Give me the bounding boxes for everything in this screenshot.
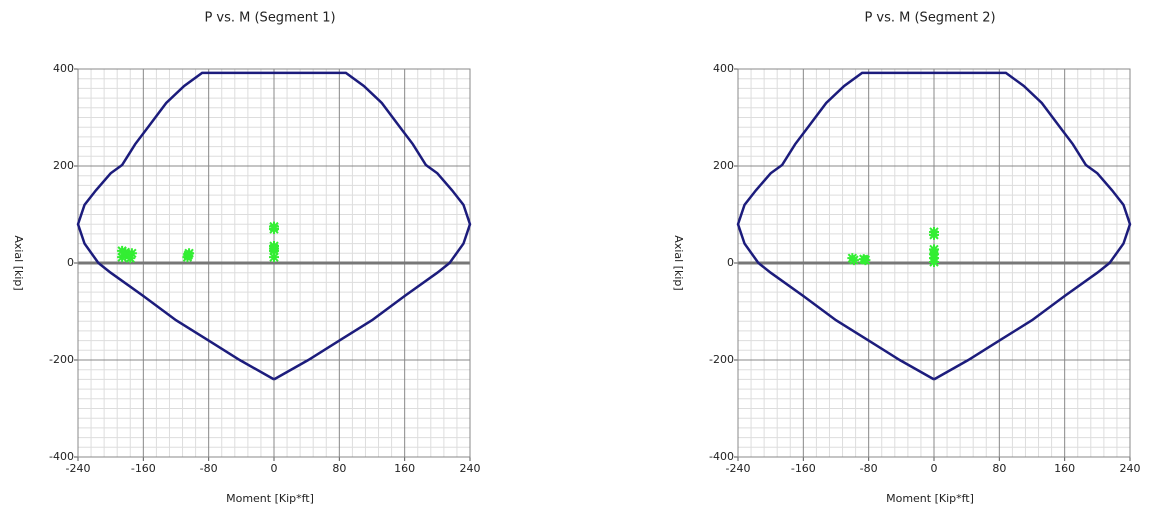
x-tick-label: 0 — [931, 462, 938, 475]
y-tick-label: -200 — [49, 353, 74, 366]
y-tick-label: -400 — [49, 450, 74, 463]
y-tick-label: 0 — [67, 256, 74, 269]
y-tick-label: 200 — [53, 159, 74, 172]
y-axis-label: Axial [kip] — [672, 235, 685, 290]
load-point — [929, 244, 939, 255]
load-point — [269, 221, 279, 232]
load-point — [183, 250, 194, 261]
y-tick-label: 400 — [53, 62, 74, 75]
load-point — [117, 245, 128, 256]
load-point — [860, 255, 871, 266]
interaction-curve — [736, 71, 1132, 381]
interaction-curve — [76, 71, 472, 381]
load-point — [269, 243, 279, 254]
load-point — [125, 253, 136, 264]
chart-title: P vs. M (Segment 2) — [864, 11, 995, 26]
x-tick-label: 80 — [992, 462, 1006, 475]
load-point — [117, 252, 128, 263]
load-point — [269, 252, 279, 263]
load-point — [929, 226, 939, 237]
plot-frame — [737, 68, 1131, 458]
x-tick-label: -80 — [200, 462, 218, 475]
load-point — [848, 255, 859, 266]
load-point — [126, 248, 137, 259]
x-tick-label: 160 — [394, 462, 415, 475]
x-tick-label: 0 — [271, 462, 278, 475]
y-tick-label: -200 — [709, 353, 734, 366]
y-axis-label: Axial [kip] — [12, 235, 25, 290]
x-axis-label: Moment [Kip*ft] — [226, 492, 314, 505]
x-tick-label: 160 — [1054, 462, 1075, 475]
y-tick-label: -400 — [709, 450, 734, 463]
x-tick-label: 240 — [1120, 462, 1141, 475]
chart: -240 -160 -80 0 80 160 240 -400 -200 0 200 400 P vs.… — [12, 11, 481, 506]
chart-title: P vs. M (Segment 1) — [204, 11, 335, 26]
y-tick-label: 200 — [713, 159, 734, 172]
x-tick-label: -160 — [791, 462, 816, 475]
y-tick-label: 400 — [713, 62, 734, 75]
x-tick-label: 80 — [332, 462, 346, 475]
y-tick-label: 0 — [727, 256, 734, 269]
x-axis-label: Moment [Kip*ft] — [886, 492, 974, 505]
plot-frame — [77, 68, 471, 458]
x-tick-label: 240 — [460, 462, 481, 475]
x-tick-label: -80 — [860, 462, 878, 475]
x-tick-label: -240 — [66, 462, 91, 475]
x-tick-label: -240 — [726, 462, 751, 475]
chart: -240 -160 -80 0 80 160 240 -400 -200 0 200 400 P vs.… — [672, 11, 1141, 506]
x-tick-label: -160 — [131, 462, 156, 475]
